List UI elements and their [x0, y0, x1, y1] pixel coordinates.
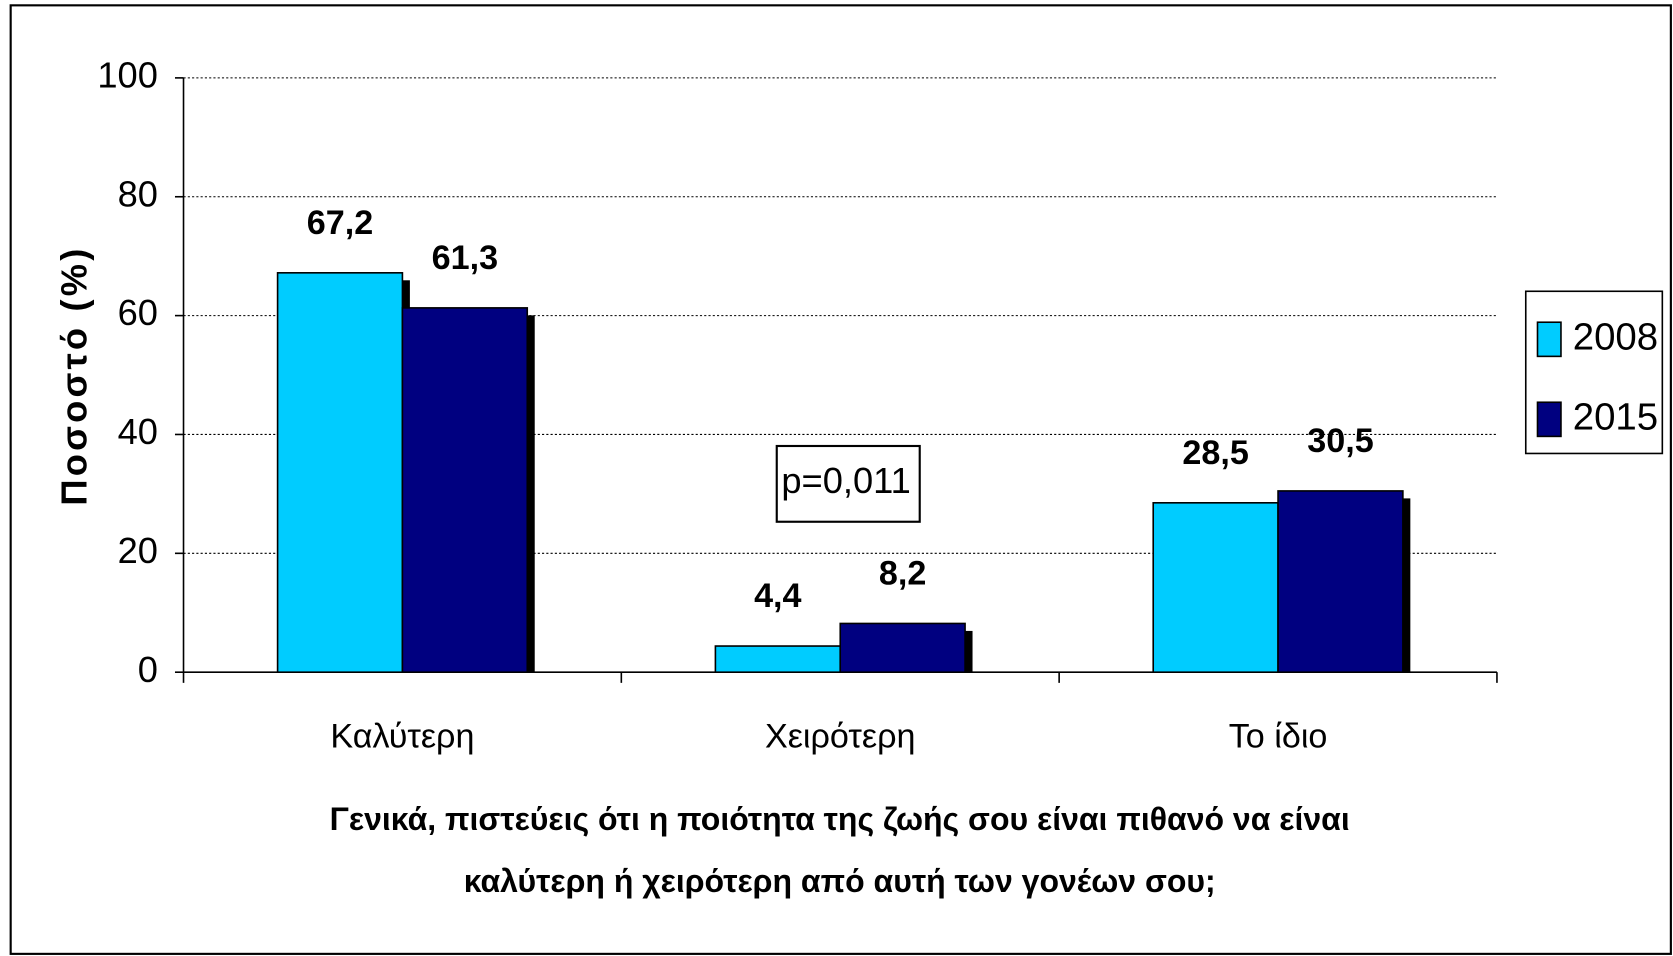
value-label: 4,4: [754, 577, 801, 615]
value-label: 61,3: [432, 239, 498, 277]
legend-label: 2015: [1573, 395, 1658, 438]
bar: [276, 272, 404, 673]
x-tick-label: Το ίδιο: [1229, 717, 1328, 755]
x-tick-label: Χειρότερη: [765, 717, 916, 755]
x-tick-label: Καλύτερη: [330, 717, 474, 755]
bar: [1277, 490, 1404, 673]
y-tick-label: 100: [97, 54, 158, 95]
x-axis-label: Γενικά, πιστεύεις ότι η ποιότητα της ζωή…: [330, 801, 1350, 837]
bar: [714, 645, 842, 673]
y-tick-label: 20: [118, 530, 158, 571]
y-tick-label: 80: [118, 173, 158, 214]
y-axis-label: Ποσοστό (%): [53, 246, 94, 506]
value-label: 28,5: [1182, 434, 1248, 472]
annotation-box: [775, 444, 921, 523]
value-label: 8,2: [879, 554, 926, 592]
annotation: p=0,011: [781, 460, 910, 501]
bar: [839, 622, 966, 673]
x-axis-label: καλύτερη ή χειρότερη από αυτή των γονέων…: [464, 863, 1216, 899]
bar: [401, 307, 529, 673]
legend-swatch: [1536, 401, 1562, 438]
value-label: 67,2: [307, 204, 373, 242]
legend-swatch: [1536, 321, 1562, 358]
y-tick-label: 60: [118, 292, 158, 333]
value-label: 30,5: [1307, 422, 1373, 460]
bar: [1152, 502, 1279, 673]
legend-label: 2008: [1573, 315, 1658, 358]
y-tick-label: 40: [118, 411, 158, 452]
y-tick-label: 0: [138, 649, 158, 690]
